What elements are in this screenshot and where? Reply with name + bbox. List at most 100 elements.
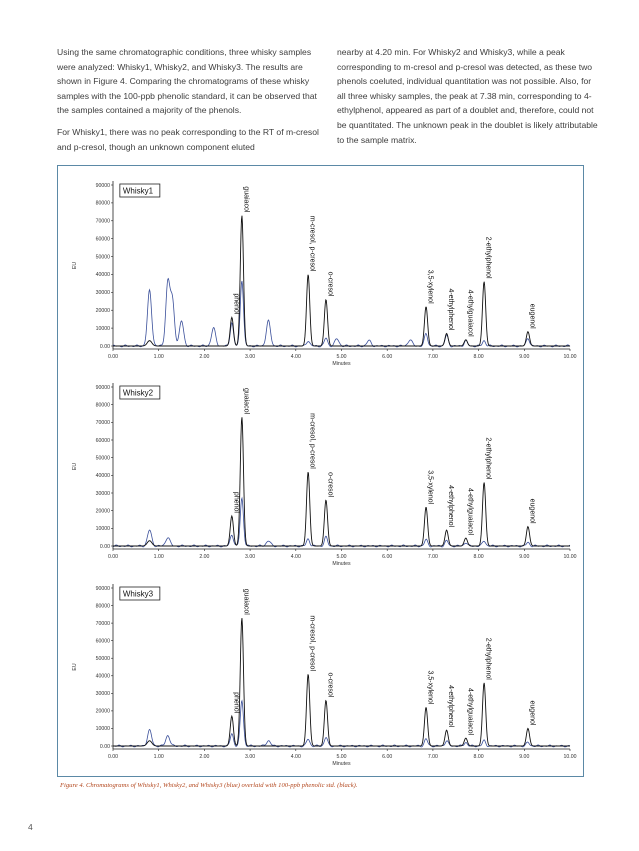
y-tick-label: 20000 bbox=[96, 508, 111, 514]
figure-caption: Figure 4. Chromatograms of Whisky1, Whis… bbox=[60, 782, 358, 789]
x-tick-label: 3.00 bbox=[245, 754, 255, 760]
peak-label: o-cresol bbox=[326, 472, 333, 497]
peak-label: 4-ethylguaiacol bbox=[466, 488, 473, 536]
x-tick-label: 4.00 bbox=[291, 754, 301, 760]
y-tick-label: 90000 bbox=[96, 385, 111, 391]
peak-label: 4-ethylguaiacol bbox=[466, 290, 473, 338]
peak-label: 3,5-xylenol bbox=[427, 470, 434, 504]
peak-label: 3,5-xylenol bbox=[427, 270, 434, 304]
y-tick-label: 10000 bbox=[96, 526, 111, 532]
x-axis-title: Minutes bbox=[332, 761, 351, 767]
x-axis-title: Minutes bbox=[332, 561, 351, 567]
y-tick-label: 40000 bbox=[96, 272, 111, 278]
sample-name-box bbox=[119, 183, 161, 198]
x-tick-label: 2.00 bbox=[199, 754, 209, 760]
standard-trace bbox=[113, 417, 570, 547]
y-tick-label: 10000 bbox=[96, 726, 111, 732]
y-tick-label: 60000 bbox=[96, 236, 111, 242]
peak-label: eugenol bbox=[528, 499, 535, 524]
x-tick-label: 2.00 bbox=[199, 354, 209, 360]
y-tick-label: 90000 bbox=[96, 183, 111, 189]
y-tick-label: 30000 bbox=[96, 691, 111, 697]
x-axis-title: Minutes bbox=[332, 361, 351, 367]
x-tick-label: 6.00 bbox=[382, 354, 392, 360]
y-tick-label: 50000 bbox=[96, 455, 111, 461]
x-tick-label: 10.00 bbox=[564, 754, 577, 760]
y-tick-label: 70000 bbox=[96, 621, 111, 627]
x-tick-label: 3.00 bbox=[245, 554, 255, 560]
y-tick-label: 80000 bbox=[96, 201, 111, 207]
x-tick-label: 10.00 bbox=[564, 554, 577, 560]
y-tick-label: 0.00 bbox=[100, 544, 110, 550]
peak-label: m-cresol, p-cresol bbox=[309, 413, 316, 469]
sample-name-box bbox=[119, 586, 161, 601]
peak-label: eugenol bbox=[528, 304, 535, 329]
x-tick-label: 3.00 bbox=[245, 354, 255, 360]
peak-label: 2-ethylphenol bbox=[485, 437, 492, 479]
x-tick-label: 9.00 bbox=[519, 754, 529, 760]
sample-name-box bbox=[119, 385, 161, 400]
standard-trace bbox=[113, 618, 570, 747]
peak-label: 3,5-xylenol bbox=[427, 671, 434, 705]
y-tick-label: 90000 bbox=[96, 586, 111, 592]
x-tick-label: 8.00 bbox=[474, 554, 484, 560]
x-tick-label: 8.00 bbox=[474, 754, 484, 760]
chromatogram-panel-3: 0.00 10000 20000 30000 40000 50000 60000 70000 8… bbox=[72, 584, 577, 767]
chromatogram-panel-1: 0.00 10000 20000 30000 40000 50000 60000 70000 8… bbox=[72, 181, 577, 367]
x-tick-label: 4.00 bbox=[291, 354, 301, 360]
peak-label: m-cresol, p-cresol bbox=[309, 615, 316, 671]
x-tick-label: 5.00 bbox=[336, 754, 346, 760]
y-tick-label: 0.00 bbox=[100, 344, 110, 350]
y-tick-label: 80000 bbox=[96, 402, 111, 408]
sample-trace bbox=[112, 277, 571, 348]
x-tick-label: 1.00 bbox=[154, 354, 164, 360]
peak-label: 4-ethylguaiacol bbox=[466, 688, 473, 736]
y-tick-label: 30000 bbox=[96, 290, 111, 296]
x-tick-label: 7.00 bbox=[428, 354, 438, 360]
y-tick-label: 0.00 bbox=[100, 744, 110, 750]
y-tick-label: 70000 bbox=[96, 219, 111, 225]
x-tick-label: 5.00 bbox=[336, 354, 346, 360]
sample-trace bbox=[112, 496, 571, 548]
y-axis-title: EU bbox=[72, 463, 78, 470]
y-tick-label: 40000 bbox=[96, 473, 111, 479]
peak-label: m-cresol, p-cresol bbox=[309, 216, 316, 272]
y-tick-label: 60000 bbox=[96, 638, 111, 644]
x-tick-label: 2.00 bbox=[199, 554, 209, 560]
paragraph: Using the same chromatographic condition… bbox=[57, 47, 317, 116]
peak-label: 4-ethylphenol bbox=[447, 288, 454, 330]
x-tick-label: 9.00 bbox=[519, 354, 529, 360]
peak-label: eugenol bbox=[528, 701, 535, 726]
x-tick-label: 7.00 bbox=[428, 754, 438, 760]
y-tick-label: 30000 bbox=[96, 491, 111, 497]
peak-label: guaiacol bbox=[242, 388, 249, 415]
y-tick-label: 50000 bbox=[96, 254, 111, 260]
x-tick-label: 5.00 bbox=[336, 554, 346, 560]
x-tick-label: 1.00 bbox=[154, 754, 164, 760]
sample-name: Whisky1 bbox=[123, 187, 154, 196]
y-tick-label: 80000 bbox=[96, 603, 111, 609]
paragraph: nearby at 4.20 min. For Whisky2 and Whis… bbox=[337, 47, 598, 145]
x-tick-label: 10.00 bbox=[564, 354, 577, 360]
x-tick-label: 9.00 bbox=[519, 554, 529, 560]
text-column-left: Using the same chromatographic condition… bbox=[57, 45, 329, 161]
peak-label: 4-ethylphenol bbox=[447, 485, 454, 527]
sample-name: Whisky3 bbox=[123, 590, 154, 599]
peak-label: phenol bbox=[232, 492, 239, 513]
text-column-right: nearby at 4.20 min. For Whisky2 and Whis… bbox=[337, 45, 599, 154]
y-tick-label: 50000 bbox=[96, 656, 111, 662]
y-tick-label: 10000 bbox=[96, 326, 111, 332]
x-tick-label: 0.00 bbox=[108, 554, 118, 560]
peak-label: 2-ethylphenol bbox=[485, 638, 492, 680]
paragraph: For Whisky1, there was no peak correspon… bbox=[57, 126, 319, 152]
y-tick-label: 70000 bbox=[96, 420, 111, 426]
y-tick-label: 20000 bbox=[96, 709, 111, 715]
y-tick-label: 20000 bbox=[96, 308, 111, 314]
x-tick-label: 6.00 bbox=[382, 554, 392, 560]
y-axis-title: EU bbox=[72, 262, 78, 269]
x-tick-label: 4.00 bbox=[291, 554, 301, 560]
standard-trace bbox=[113, 215, 570, 347]
y-tick-label: 60000 bbox=[96, 438, 111, 444]
chromatogram-panel-2: 0.00 10000 20000 30000 40000 50000 60000 70000 8… bbox=[72, 383, 577, 567]
peak-label: phenol bbox=[232, 293, 239, 314]
